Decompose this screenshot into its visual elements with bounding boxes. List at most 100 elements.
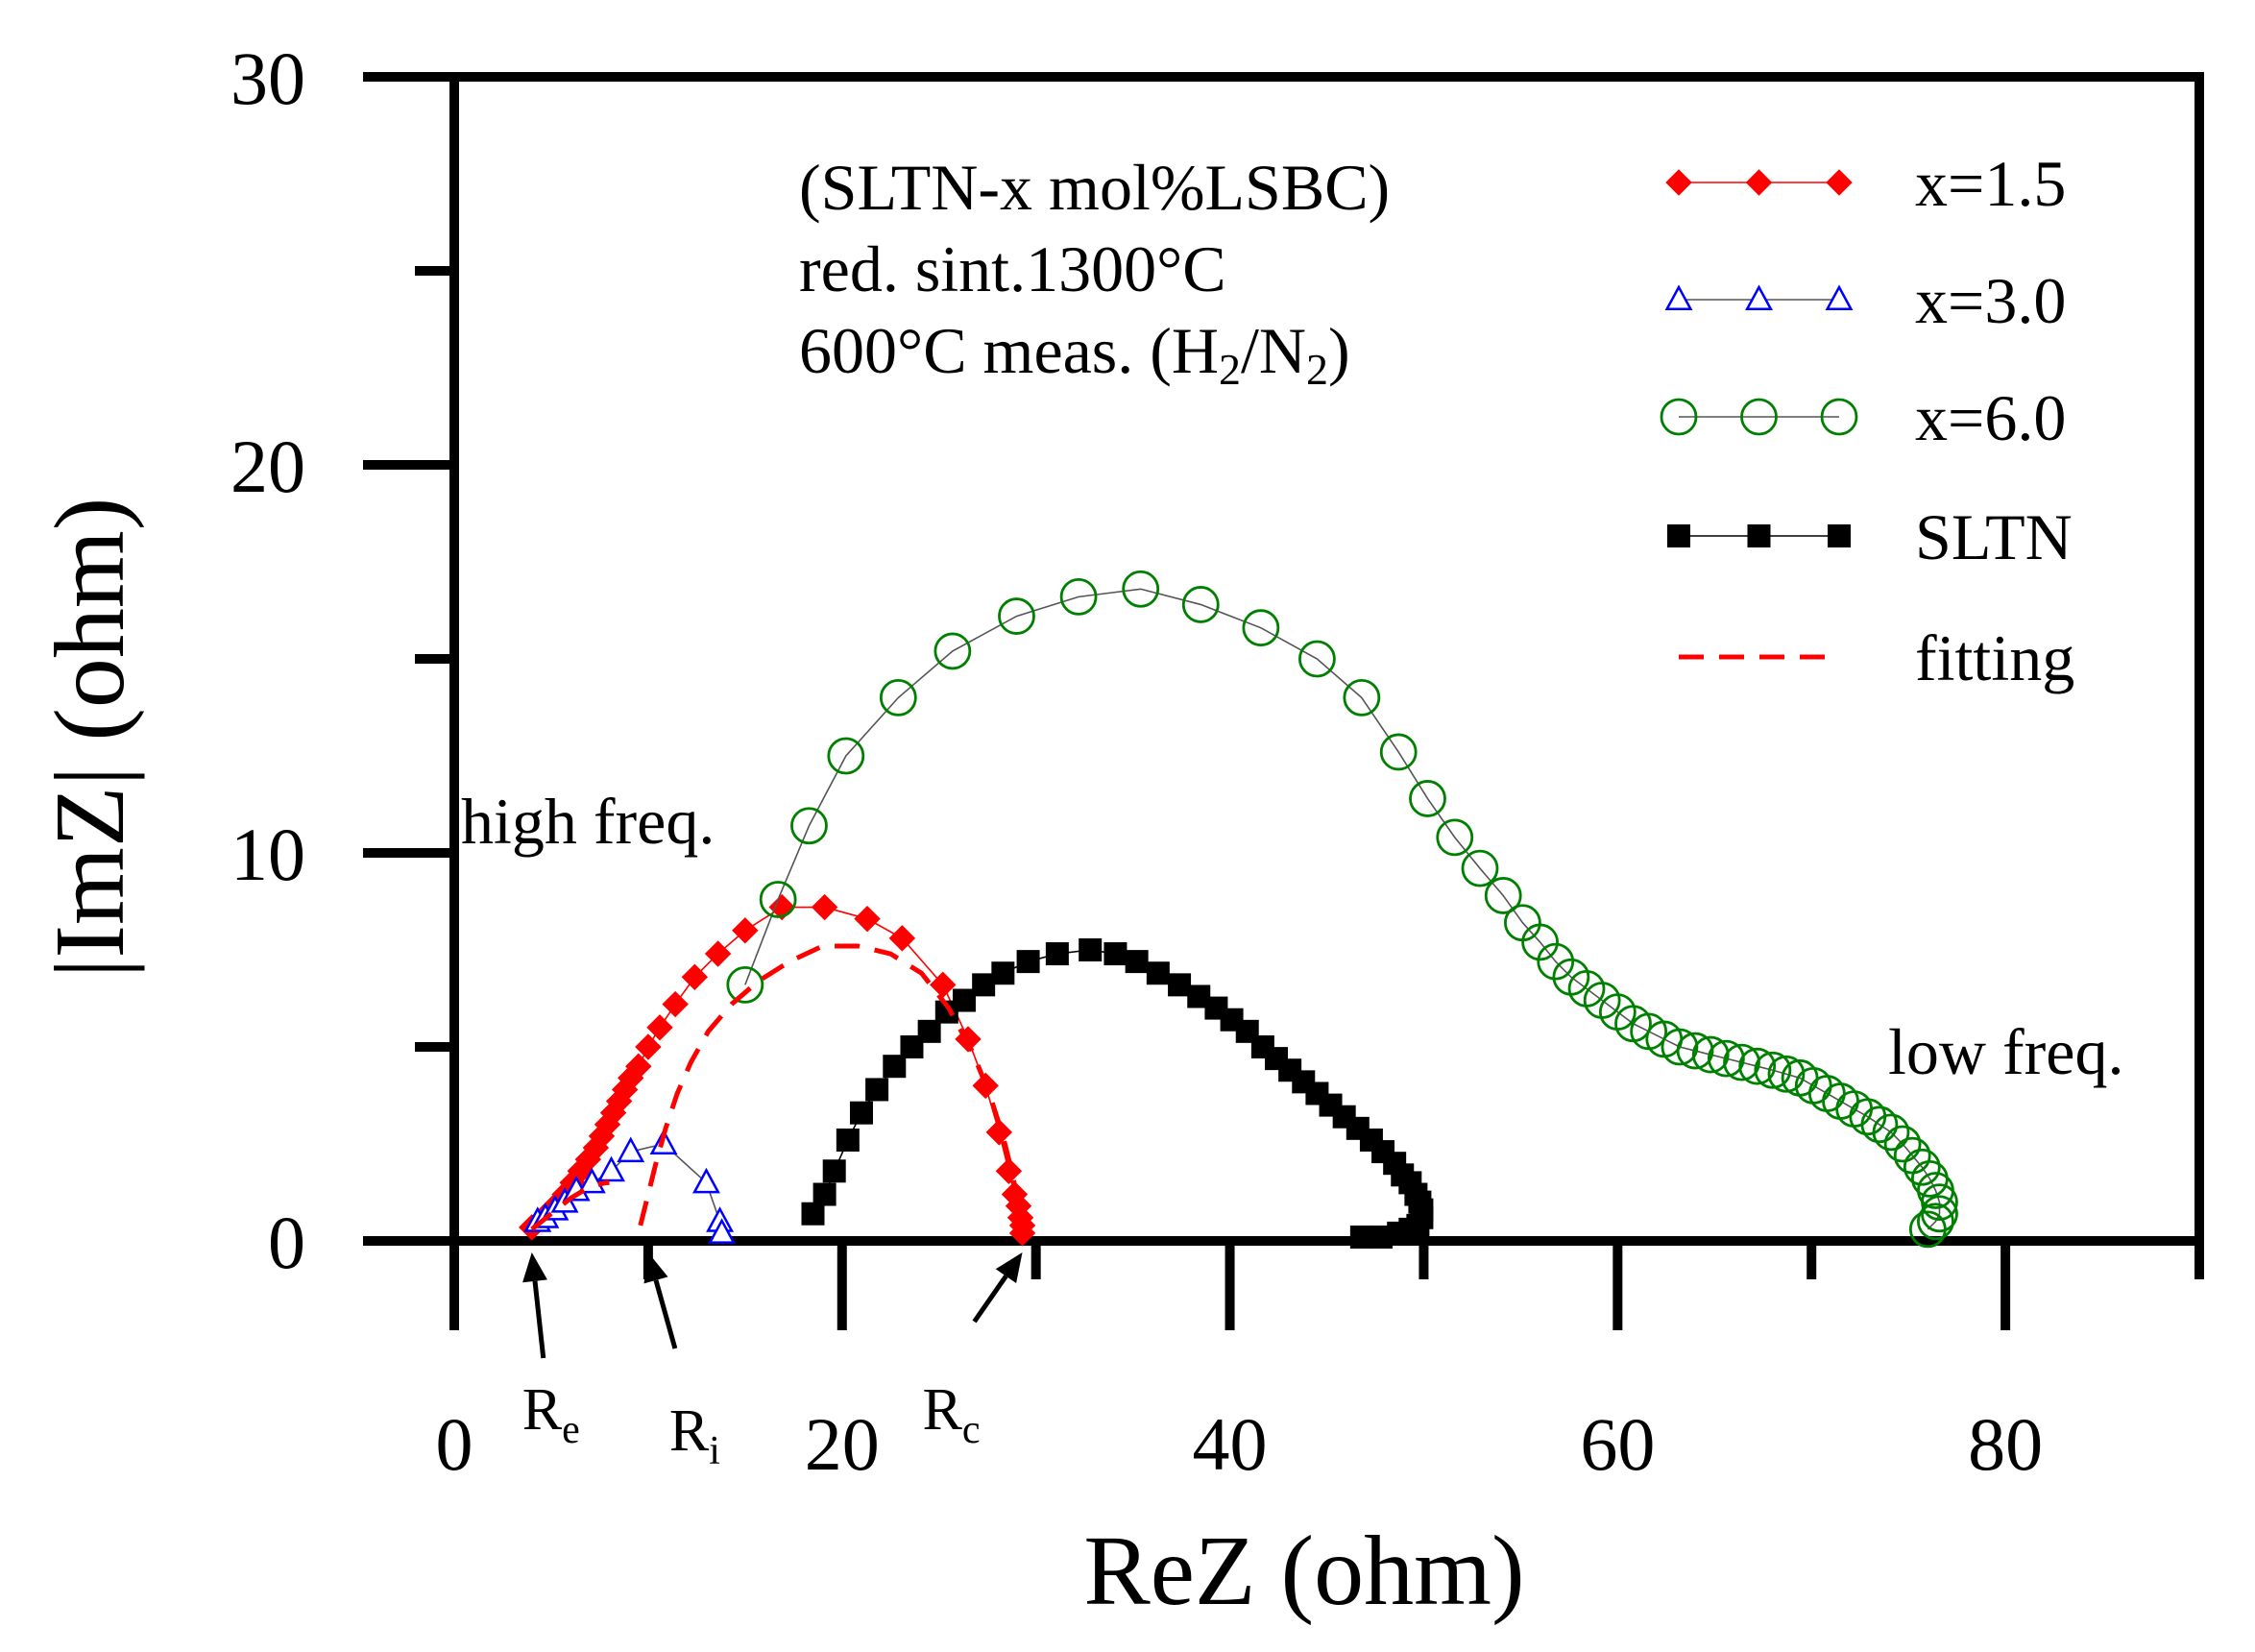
data-point: [849, 1101, 873, 1125]
legend-swatch-marker: [1667, 524, 1690, 547]
data-point: [1409, 780, 1446, 817]
data-point: [790, 807, 828, 845]
data-point: [1242, 609, 1280, 647]
x-tick-label: 80: [1968, 1402, 2043, 1486]
data-point: [934, 632, 972, 670]
data-point: [1908, 1210, 1947, 1249]
high-freq-label: high freq.: [461, 785, 715, 858]
series-sltn: [801, 938, 1434, 1249]
data-point: [1872, 1113, 1910, 1152]
data-point: [1349, 1225, 1373, 1249]
data-point: [985, 1119, 1013, 1146]
data-point: [917, 1019, 941, 1043]
low-freq-label: low freq.: [1888, 1015, 2123, 1088]
data-point: [1921, 1183, 1958, 1221]
data-point: [998, 597, 1035, 635]
data-point: [1103, 942, 1128, 966]
x-axis-title: ReZ (ohm): [1083, 1516, 1524, 1626]
annotation-line-1: (SLTN-x mol%LSBC): [799, 151, 1390, 224]
data-point: [708, 1218, 737, 1244]
data-point: [1181, 586, 1220, 623]
marker-arrow-head: [995, 1252, 1023, 1284]
data-point: [865, 1078, 889, 1102]
series-x-3-0: [523, 1129, 737, 1244]
data-point: [1125, 950, 1149, 974]
data-point: [625, 1053, 652, 1080]
data-point: [1059, 577, 1098, 616]
data-point: [811, 893, 838, 921]
legend-item: fitting: [1679, 621, 2074, 694]
data-point: [1079, 938, 1103, 961]
y-tick-label: 30: [230, 36, 305, 120]
resistance-markers: Re Ri Rc: [522, 1252, 1023, 1473]
legend-item: x=1.5: [1665, 147, 2066, 220]
marker-arrow-head: [643, 1252, 668, 1284]
data-point: [995, 1157, 1023, 1184]
data-point: [635, 1033, 662, 1060]
x-tick-label: 60: [1580, 1402, 1655, 1486]
legend-swatch-marker: [1825, 284, 1854, 310]
legend-item: x=6.0: [1660, 381, 2066, 454]
data-point: [827, 737, 865, 775]
data-point: [888, 925, 916, 952]
series-x-6-0: [726, 570, 1958, 1249]
marker-arrow-shaft: [532, 1280, 546, 1359]
annotation-line-2: red. sint.1300°C: [799, 232, 1226, 305]
data-point: [1298, 640, 1336, 678]
annotation-line-3: 600°C meas. (H2/N2): [799, 314, 1350, 394]
legend: x=1.5 x=3.0 x=6.0 SLTN fitting: [1660, 147, 2074, 694]
axis-ticks: 0 20 40 60 80 0 10 20 30: [230, 36, 2204, 1486]
data-point: [836, 1128, 860, 1152]
series-line: [744, 588, 1941, 1230]
data-point: [812, 1182, 837, 1206]
data-point: [1521, 923, 1559, 961]
data-point: [1122, 570, 1160, 608]
data-point: [662, 990, 689, 1018]
data-point: [1537, 942, 1575, 981]
data-point: [1883, 1125, 1922, 1163]
marker-arrow-shaft: [972, 1275, 1008, 1324]
data-point: [972, 973, 996, 997]
data-point: [1738, 1047, 1777, 1085]
data-point: [704, 940, 732, 967]
data-point: [1723, 1043, 1760, 1081]
y-tick-label: 20: [230, 425, 305, 508]
legend-label: x=6.0: [1915, 381, 2066, 454]
legend-swatch-marker: [1660, 398, 1698, 436]
data-point: [759, 881, 797, 918]
data-point: [1917, 1203, 1954, 1241]
marker-label-ri: Ri: [669, 1398, 720, 1473]
annotation-layer: (SLTN-x mol%LSBC) red. sint.1300°C 600°C…: [461, 151, 2123, 1088]
data-point: [883, 1055, 907, 1079]
series-line: [812, 949, 1423, 1238]
x-tick-label: 40: [1193, 1402, 1268, 1486]
data-point: [1146, 961, 1170, 985]
legend-label: x=3.0: [1915, 264, 2066, 337]
data-point: [854, 905, 881, 933]
data-point: [1008, 1220, 1036, 1247]
legend-swatch-marker: [1828, 524, 1851, 547]
data-point: [991, 961, 1015, 985]
data-point: [646, 1014, 673, 1041]
data-point: [1676, 1032, 1714, 1070]
legend-item: SLTN: [1667, 500, 2073, 573]
data-point: [1860, 1105, 1899, 1144]
data-point: [1045, 942, 1069, 966]
marker-label-rc: Rc: [923, 1377, 981, 1452]
legend-swatch-marker: [1745, 169, 1773, 196]
data-point: [879, 679, 917, 717]
legend-swatch-marker: [1665, 169, 1692, 196]
data-point: [681, 963, 709, 990]
x-tick-label: 20: [805, 1402, 880, 1486]
y-axis-title: |ImZ| (ohm): [35, 498, 145, 979]
data-point: [1707, 1039, 1745, 1078]
data-point: [1016, 950, 1040, 974]
data-point: [1461, 849, 1499, 887]
legend-item: x=3.0: [1664, 264, 2066, 337]
series-x-1-5: [519, 893, 1036, 1247]
legend-label: fitting: [1915, 621, 2074, 694]
data-point: [801, 1202, 825, 1226]
legend-swatch-marker: [1740, 398, 1778, 436]
legend-swatch-marker: [1745, 284, 1773, 310]
data-point: [1767, 1055, 1806, 1093]
